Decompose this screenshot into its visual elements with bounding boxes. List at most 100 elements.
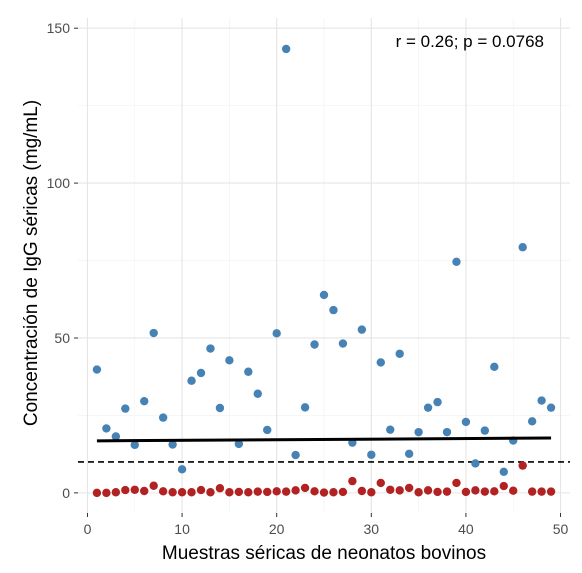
blue-data-point [102, 424, 111, 433]
blue-data-point [452, 257, 461, 266]
red-data-point [244, 488, 253, 497]
y-tick-label: 50 [54, 330, 70, 346]
blue-data-point [395, 349, 404, 358]
blue-data-point [234, 439, 244, 449]
blue-data-point [215, 403, 225, 413]
blue-data-point [423, 403, 433, 412]
blue-data-point [414, 427, 423, 437]
blue-data-point [546, 403, 556, 412]
blue-data-point [433, 397, 442, 407]
blue-data-point [196, 368, 206, 378]
blue-data-point [442, 427, 452, 437]
red-data-point [518, 461, 527, 470]
blue-data-point [357, 325, 367, 334]
red-data-point [253, 487, 262, 496]
red-data-point [149, 481, 158, 490]
blue-data-point [480, 426, 490, 435]
blue-data-point [253, 389, 262, 398]
y-tick-label: 100 [47, 175, 71, 191]
red-data-point [509, 486, 518, 495]
x-tick-label: 0 [84, 521, 92, 537]
blue-data-point [121, 404, 130, 413]
red-data-point [140, 486, 149, 496]
blue-data-point [338, 339, 348, 348]
red-data-point [263, 487, 272, 497]
red-data-point [130, 485, 139, 494]
blue-data-point [149, 328, 158, 338]
red-data-point [348, 476, 357, 486]
blue-data-point [244, 367, 253, 376]
blue-data-point [187, 376, 196, 385]
blue-data-point [92, 365, 102, 374]
blue-data-point [404, 449, 414, 459]
red-data-point [386, 485, 395, 494]
red-data-point [442, 487, 452, 496]
red-data-point [319, 488, 329, 497]
blue-data-point [518, 243, 527, 252]
blue-data-point [471, 459, 480, 468]
red-data-point [291, 486, 300, 495]
red-data-point [414, 488, 423, 497]
red-data-point [177, 488, 187, 497]
red-data-point [187, 488, 196, 497]
blue-data-point [461, 417, 471, 427]
blue-data-point [367, 450, 376, 459]
red-data-point [527, 487, 537, 496]
red-data-point [300, 483, 310, 493]
blue-data-point [263, 425, 272, 435]
red-data-point [338, 487, 348, 497]
red-data-point [111, 488, 121, 497]
blue-data-point [537, 396, 546, 405]
blue-data-point [168, 440, 177, 449]
blue-data-point [300, 403, 310, 412]
blue-data-point [386, 425, 395, 434]
blue-data-point [111, 432, 121, 441]
blue-data-point [272, 329, 281, 338]
blue-data-point [291, 450, 300, 460]
red-data-point [272, 487, 281, 496]
red-data-point [168, 488, 177, 497]
red-data-point [395, 486, 404, 495]
red-data-point [281, 487, 291, 496]
data-points [92, 44, 556, 498]
blue-data-point [177, 465, 187, 474]
blue-data-point [158, 413, 168, 422]
red-data-point [196, 485, 206, 495]
x-tick-label: 30 [364, 521, 380, 537]
x-tick-label: 10 [174, 521, 190, 537]
red-data-point [310, 487, 319, 496]
blue-data-point [206, 344, 215, 353]
x-tick-label: 20 [269, 521, 285, 537]
red-data-point [215, 484, 225, 493]
y-tick-label: 150 [47, 20, 71, 36]
red-data-point [546, 487, 556, 496]
y-axis-ticks: 0 50 100 150 [47, 20, 78, 501]
blue-data-point [527, 417, 537, 426]
x-tick-label: 50 [553, 521, 569, 537]
red-data-point [329, 488, 338, 497]
red-data-point [404, 483, 414, 493]
red-data-point [537, 487, 546, 496]
blue-data-point [319, 290, 329, 300]
y-axis-title: Concentración de IgG séricas (mg/mL) [21, 100, 42, 426]
blue-data-point [130, 440, 139, 450]
blue-data-point [225, 356, 234, 365]
red-data-point [206, 488, 215, 497]
blue-data-point [499, 467, 508, 477]
red-data-point [480, 487, 490, 496]
red-data-point [461, 487, 471, 497]
red-data-point [490, 487, 499, 496]
red-data-point [452, 478, 461, 488]
blue-data-point [490, 362, 499, 371]
red-data-point [357, 486, 367, 496]
x-axis-ticks: 0 10 20 30 40 50 [84, 513, 569, 537]
correlation-annotation: r = 0.26; p = 0.0768 [396, 32, 544, 51]
red-data-point [499, 481, 508, 491]
blue-data-point [376, 358, 385, 367]
red-data-point [423, 486, 433, 495]
x-axis-title: Muestras séricas de neonatos bovinos [162, 543, 486, 564]
red-data-point [121, 485, 130, 495]
red-data-point [376, 478, 385, 488]
red-data-point [471, 486, 480, 495]
